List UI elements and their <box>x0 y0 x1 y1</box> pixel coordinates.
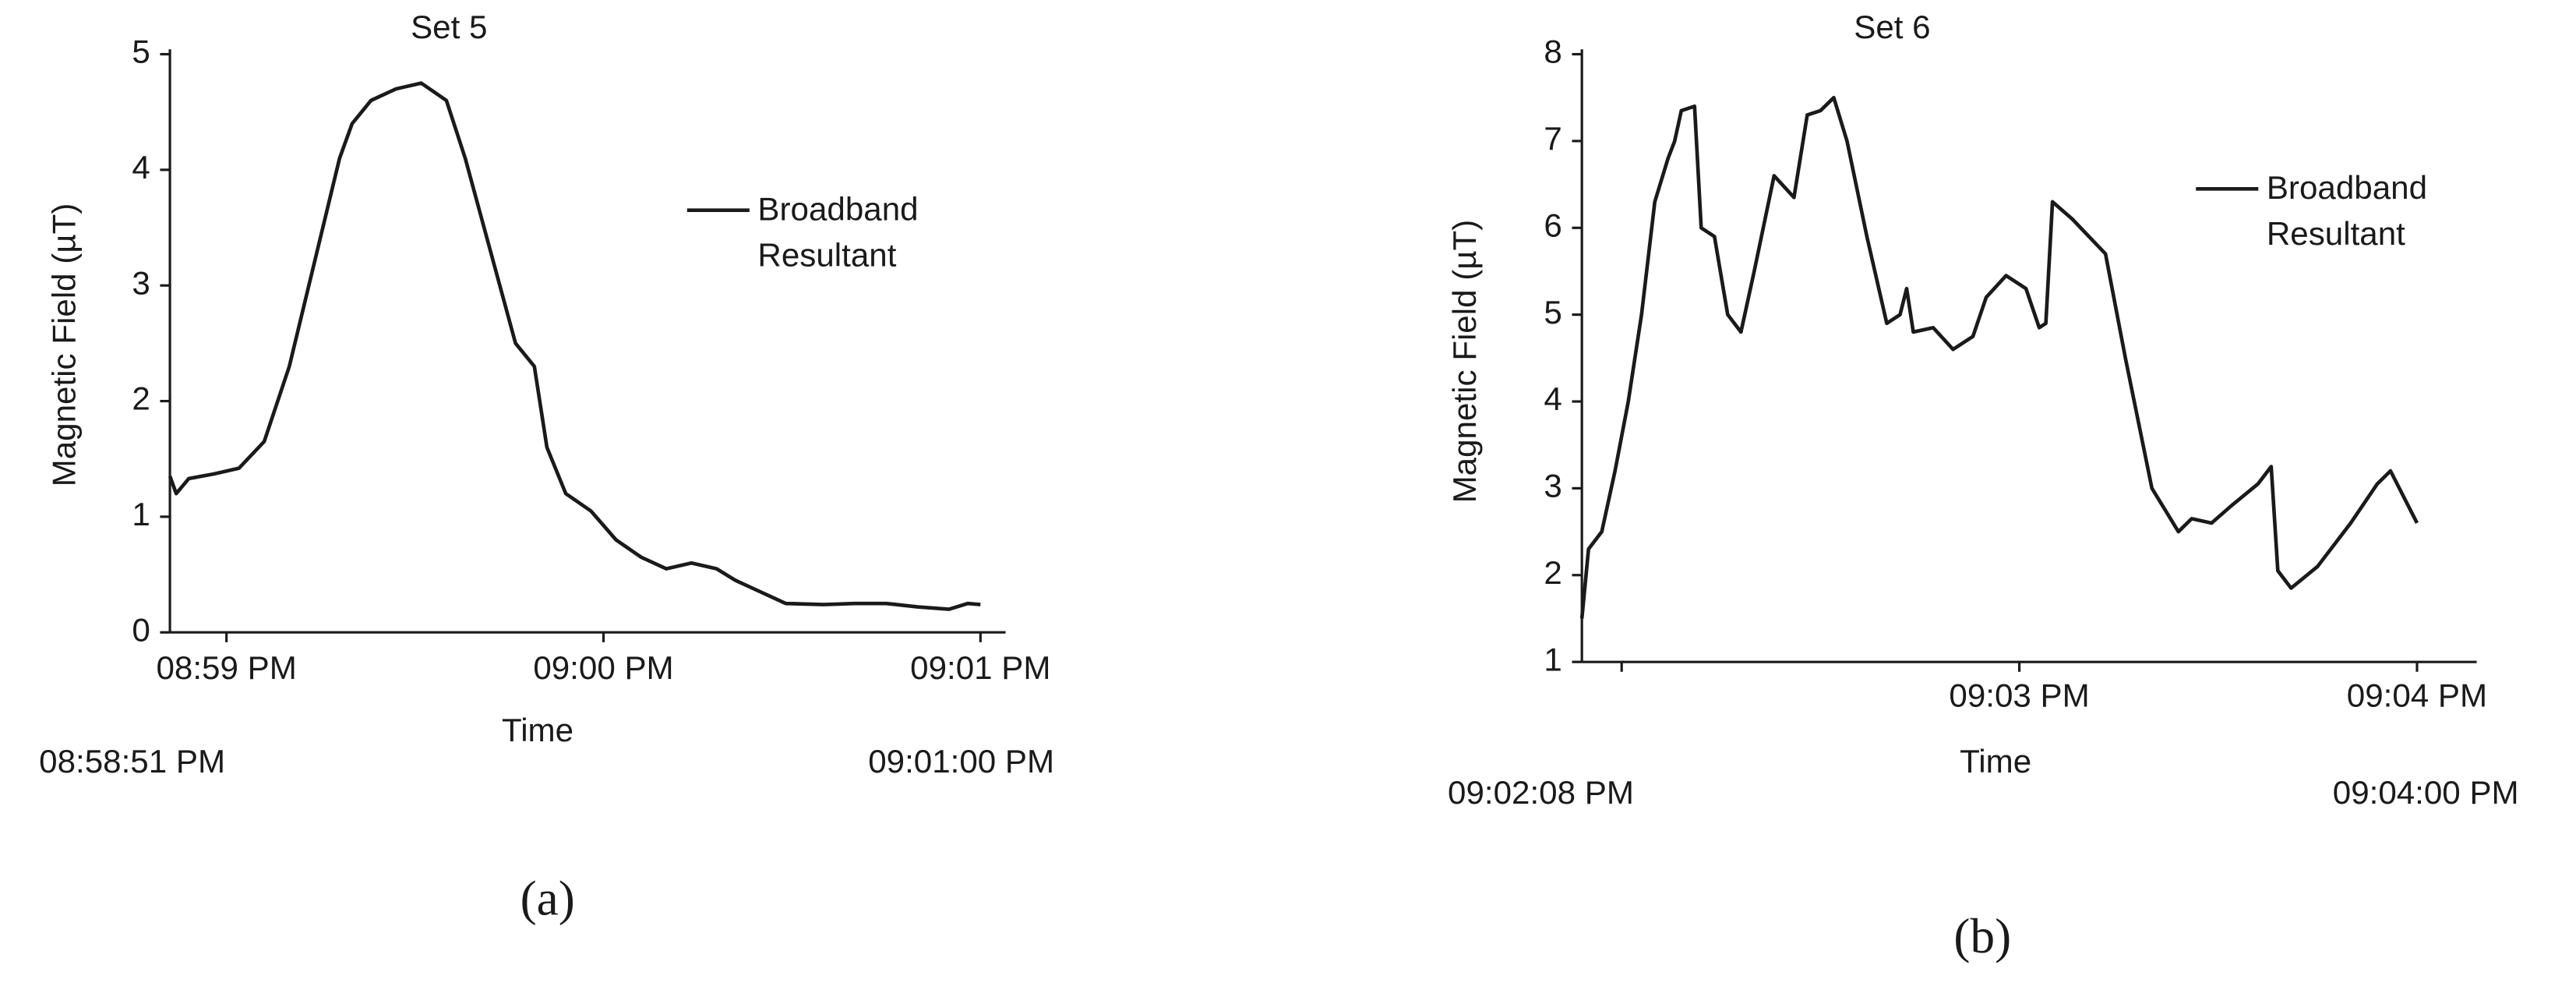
y-tick-label: 2 <box>1544 554 1561 591</box>
x-tick-label: 09:03 PM <box>1949 677 2089 714</box>
panel-label: (a) <box>520 871 575 925</box>
data-line <box>1579 95 2419 619</box>
chart: Set 6 Magnetic Field (µT) Time 09:02:08 PM 0… <box>1446 9 2519 963</box>
x-tick-label: 09:00 PM <box>533 649 673 686</box>
y-axis-label: Magnetic Field (µT) <box>1446 220 1483 504</box>
y-tick-label: 5 <box>132 34 150 70</box>
y-axis-label: Magnetic Field (µT) <box>45 203 82 487</box>
y-tick-label: 3 <box>132 264 150 301</box>
chart-title: Set 5 <box>411 9 487 45</box>
y-tick-label: 6 <box>1544 207 1561 243</box>
panel-label: (b) <box>1953 909 2011 963</box>
y-tick-label: 0 <box>132 611 150 648</box>
data-line <box>168 81 981 611</box>
legend-entry: Broadband Resultant <box>2266 171 2428 253</box>
chart: Set 5 Magnetic Field (µT) Time 08:58:51 PM 0… <box>39 9 1054 925</box>
y-tick-label: 2 <box>132 380 150 417</box>
x-tick-label: 09:04 PM <box>2347 677 2487 714</box>
range-label: 08:58:51 PM <box>39 743 225 780</box>
y-tick-label: 8 <box>1544 34 1561 70</box>
range-label: 09:04:00 PM <box>2333 774 2519 811</box>
y-tick-label: 4 <box>1544 380 1561 417</box>
legend-entry: Broadband Resultant <box>757 192 919 274</box>
range-label: 09:02:08 PM <box>1448 774 1634 811</box>
legend-label: Broadband Resultant <box>757 192 919 274</box>
y-tick-label: 5 <box>1544 294 1561 331</box>
x-tick-label: 08:59 PM <box>156 649 296 686</box>
y-tick-label: 4 <box>132 149 150 186</box>
y-tick-label: 1 <box>132 496 150 532</box>
x-tick-label: 09:01 PM <box>910 649 1050 686</box>
x-axis-label: Time <box>1960 743 2031 780</box>
legend-label: Broadband Resultant <box>2266 171 2428 253</box>
chart-title: Set 6 <box>1854 9 1930 45</box>
range-label: 09:01:00 PM <box>868 743 1054 780</box>
y-tick-label: 1 <box>1544 641 1561 677</box>
y-tick-label: 7 <box>1544 120 1561 157</box>
y-tick-label: 3 <box>1544 468 1561 504</box>
x-axis-label: Time <box>502 712 573 748</box>
